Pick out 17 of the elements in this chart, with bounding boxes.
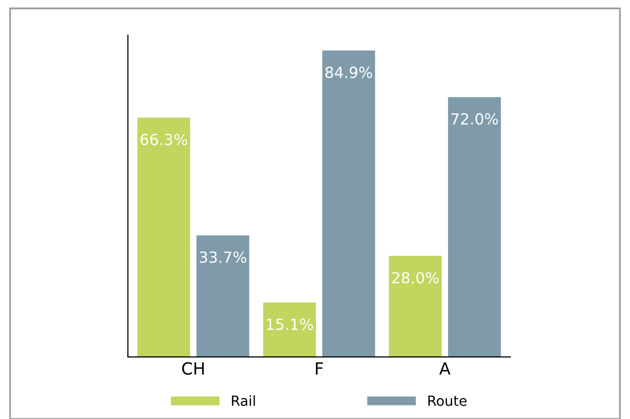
data-label: 15.1% xyxy=(266,318,313,330)
bar xyxy=(388,256,442,357)
legend-label: Rail xyxy=(232,395,255,406)
data-label: 84.9% xyxy=(325,66,372,78)
data-label: 28.0% xyxy=(392,272,439,284)
x-tick-label: F xyxy=(316,362,323,375)
legend-label: Route xyxy=(428,396,467,406)
bar xyxy=(322,50,376,357)
data-label: 72.0% xyxy=(451,113,498,125)
bar xyxy=(196,235,250,357)
data-label: 66.3% xyxy=(140,134,188,146)
bar xyxy=(448,97,501,357)
x-tick-label: A xyxy=(439,362,450,375)
bar xyxy=(263,302,316,357)
data-label: 33.7% xyxy=(200,251,246,263)
x-tick-label: CH xyxy=(182,362,204,375)
bar xyxy=(137,118,190,357)
